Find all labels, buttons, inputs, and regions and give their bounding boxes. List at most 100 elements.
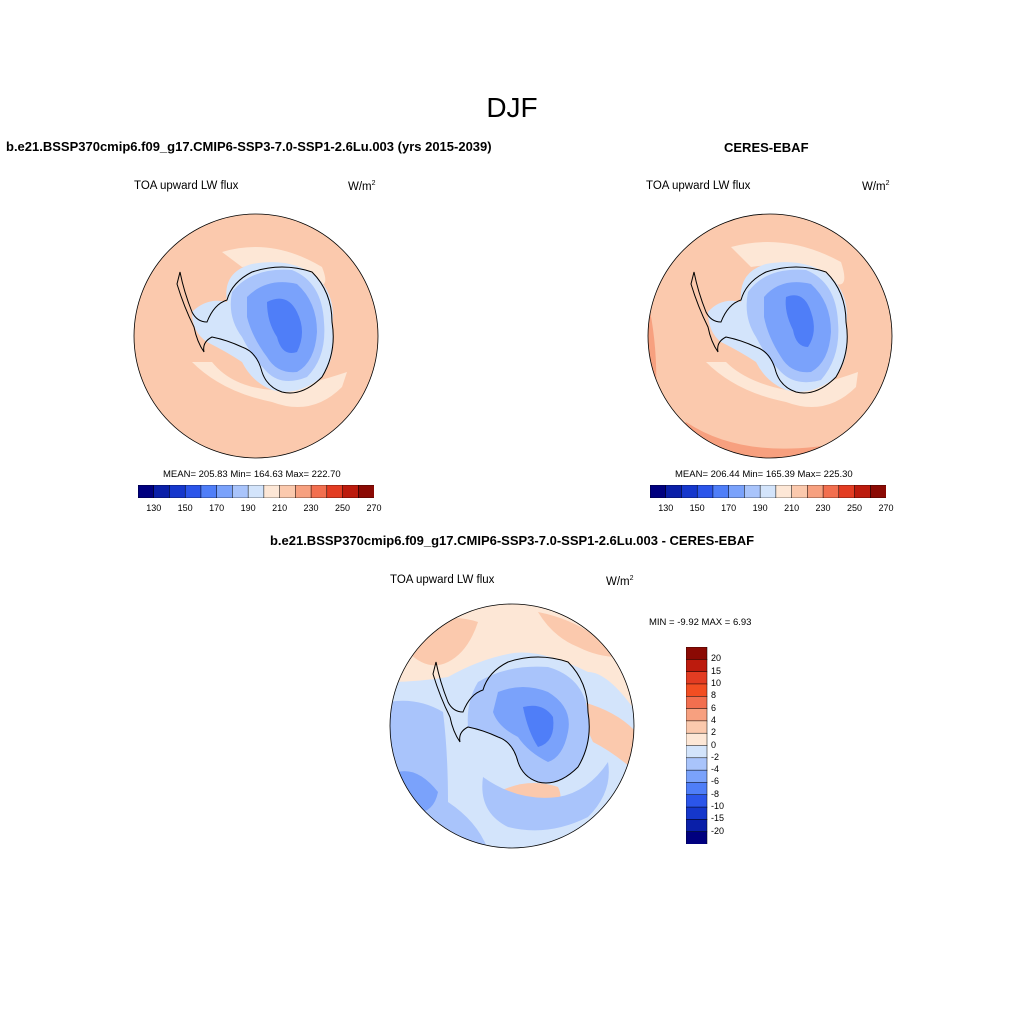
model-colorbar-swatch (279, 485, 296, 498)
model-colorbar-swatches (138, 485, 374, 498)
obs-colorbar-swatch (838, 485, 856, 498)
obs-colorbar-swatch (665, 485, 683, 498)
obs-colorbar-swatch (650, 485, 667, 498)
model-colorbar-swatch (232, 485, 249, 498)
diff-colorbar-label: 4 (711, 714, 717, 725)
diff-colorbar-swatch (686, 794, 708, 808)
diff-unit-label: W/m2 (606, 575, 634, 588)
diff-colorbar-label: -6 (711, 776, 720, 787)
obs-colorbar-labels: 130 150 170 190 210 230 250 270 (650, 503, 893, 515)
obs-colorbar-label: 250 (847, 503, 863, 513)
diff-polar-map (389, 603, 635, 849)
diff-colorbar-swatch (686, 732, 708, 747)
obs-unit-label: W/m2 (862, 180, 890, 193)
model-colorbar-labels: 130 150 170 190 210 230 250 270 (138, 503, 381, 515)
diff-colorbar-label: -15 (711, 813, 725, 824)
model-colorbar-label: 130 (146, 503, 162, 513)
diff-colorbar-label: -8 (711, 788, 720, 799)
diff-colorbar-label: 6 (711, 702, 717, 713)
diff-panel-title: b.e21.BSSP370cmip6.f09_g17.CMIP6-SSP3-7.… (269, 533, 755, 548)
diff-colorbar-label: 10 (711, 677, 722, 688)
model-colorbar-swatch (358, 485, 374, 498)
model-colorbar-swatch (216, 485, 233, 498)
diff-colorbar-swatch (686, 647, 708, 660)
diff-colorbar-swatch (686, 806, 708, 820)
model-colorbar-swatch (184, 485, 202, 498)
obs-variable-label: TOA upward LW flux (646, 180, 751, 192)
model-stats: MEAN= 205.83 Min= 164.63 Max= 222.70 (163, 469, 341, 480)
diff-colorbar-label: -4 (711, 764, 720, 775)
model-colorbar-label: 250 (335, 503, 351, 513)
diff-variable-label: TOA upward LW flux (390, 574, 495, 586)
right-panel-title: CERES-EBAF (724, 140, 809, 155)
obs-colorbar-swatch (681, 485, 698, 498)
model-colorbar-swatch (200, 485, 218, 498)
diff-colorbar-label: 8 (711, 690, 717, 701)
obs-colorbar-label: 210 (784, 503, 800, 513)
model-colorbar-swatch (326, 485, 344, 498)
model-colorbar-swatch (342, 485, 359, 498)
obs-colorbar-swatches (650, 485, 886, 498)
model-colorbar-swatch (169, 485, 186, 498)
diff-colorbar-swatch (686, 708, 708, 722)
model-colorbar-label: 210 (272, 503, 288, 513)
obs-colorbar-swatch (759, 485, 777, 498)
obs-colorbar-swatch (791, 485, 808, 498)
obs-colorbar-label: 150 (689, 503, 705, 513)
obs-stats: MEAN= 206.44 Min= 165.39 Max= 225.30 (675, 469, 853, 480)
diff-colorbar-swatch (686, 782, 708, 796)
diff-colorbar-swatch (686, 757, 708, 771)
model-unit-label: W/m2 (348, 180, 376, 193)
obs-colorbar-swatch (712, 485, 730, 498)
obs-colorbar-swatch (775, 485, 793, 498)
obs-colorbar-label: 190 (752, 503, 768, 513)
diff-colorbar-swatch (686, 696, 708, 710)
obs-colorbar-swatch (728, 485, 745, 498)
diff-colorbar-swatch (686, 671, 708, 685)
diff-colorbar-label: -20 (711, 825, 725, 836)
diff-colorbar-label: 2 (711, 727, 717, 738)
model-colorbar-swatch (295, 485, 312, 498)
diff-colorbar-swatches (686, 647, 708, 844)
obs-colorbar-swatch (807, 485, 824, 498)
model-variable-label: TOA upward LW flux (134, 180, 239, 192)
left-panel-title: b.e21.BSSP370cmip6.f09_g17.CMIP6-SSP3-7.… (6, 139, 492, 154)
diff-colorbar (686, 647, 708, 844)
obs-colorbar (650, 485, 886, 498)
obs-colorbar-label: 230 (815, 503, 831, 513)
diff-colorbar-swatch (686, 819, 708, 833)
diff-colorbar-label: 15 (711, 665, 722, 676)
obs-colorbar-label: 130 (658, 503, 674, 513)
diff-colorbar-swatch (686, 720, 708, 734)
model-colorbar-label: 170 (209, 503, 225, 513)
diff-colorbar-swatch (686, 831, 708, 844)
model-colorbar-label: 150 (177, 503, 193, 513)
diff-colorbar-swatch (686, 769, 708, 783)
diff-colorbar-swatch (686, 683, 708, 697)
model-colorbar-swatch (263, 485, 281, 498)
model-colorbar-swatch (247, 485, 265, 498)
model-colorbar-label: 230 (303, 503, 319, 513)
model-colorbar-label: 270 (366, 503, 382, 513)
diff-colorbar-swatch (686, 745, 708, 759)
model-colorbar-swatch (138, 485, 155, 498)
model-colorbar-swatch (153, 485, 171, 498)
obs-colorbar-swatch (870, 485, 886, 498)
diff-colorbar-label: -2 (711, 751, 720, 762)
model-polar-map (133, 213, 379, 459)
diff-stats: MIN = -9.92 MAX = 6.93 (649, 617, 752, 628)
diff-colorbar-labels: 20 15 10 8 6 4 2 0 -2 -4 -6 -8 -10 -15 -20 (708, 647, 748, 844)
model-colorbar-swatch (310, 485, 328, 498)
obs-colorbar-swatch (696, 485, 714, 498)
obs-polar-map (647, 213, 893, 459)
obs-colorbar-swatch (744, 485, 761, 498)
diff-colorbar-swatch (686, 659, 708, 673)
figure-title: DJF (486, 92, 538, 123)
model-colorbar (138, 485, 374, 498)
obs-colorbar-label: 170 (721, 503, 737, 513)
obs-colorbar-swatch (854, 485, 871, 498)
diff-colorbar-label: -10 (711, 801, 725, 812)
model-colorbar-label: 190 (240, 503, 256, 513)
obs-colorbar-swatch (822, 485, 840, 498)
diff-colorbar-label: 20 (711, 653, 722, 664)
